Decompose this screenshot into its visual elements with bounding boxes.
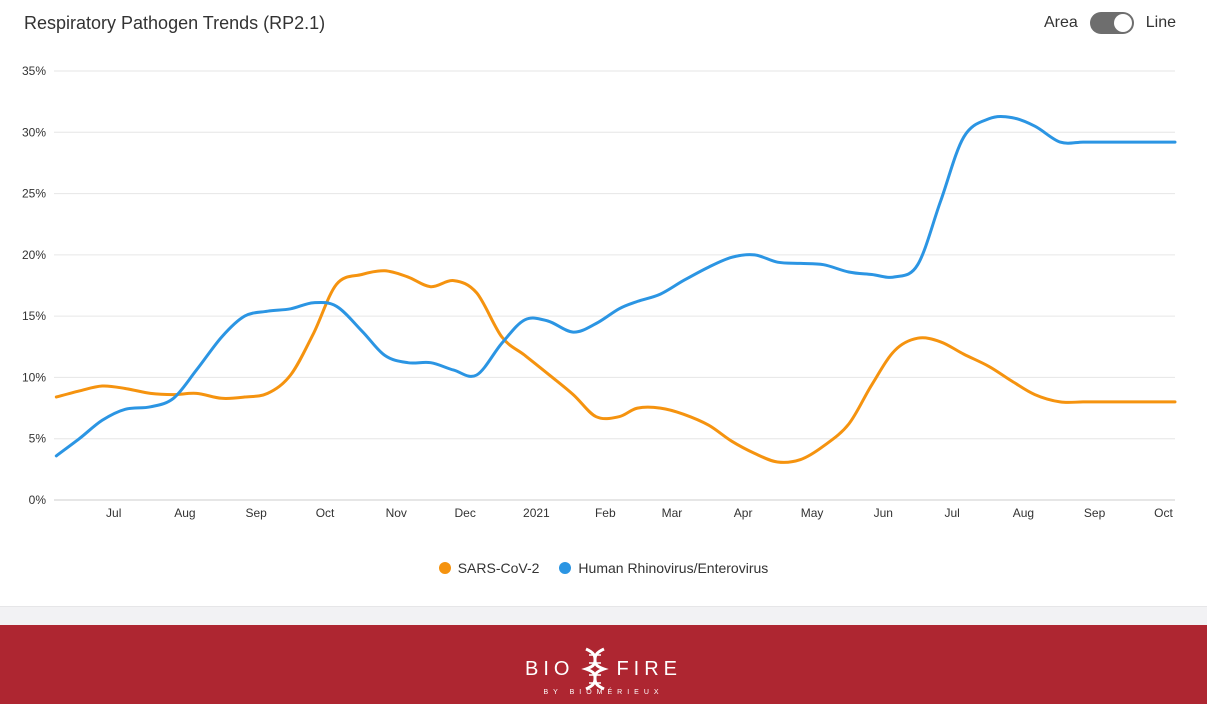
x-tick-label: Sep	[245, 506, 267, 520]
footer: BIO FIRE BY BIOMÉRIEUX	[0, 625, 1207, 704]
page-divider-band	[0, 606, 1207, 626]
x-tick-label: Jun	[874, 506, 893, 520]
logo-subtitle: BY BIOMÉRIEUX	[543, 689, 664, 696]
x-tick-label: Apr	[734, 506, 753, 520]
y-tick-label: 25%	[22, 187, 46, 201]
x-tick-label: Jul	[945, 506, 960, 520]
y-tick-label: 0%	[29, 493, 47, 507]
toggle-line-label[interactable]: Line	[1145, 14, 1176, 31]
x-tick-label: Aug	[174, 506, 195, 520]
x-tick-label: Jul	[106, 506, 121, 520]
x-axis-ticks: Jul Aug Sep Oct Nov Dec 2021 Feb Mar Apr May Jun Jul…	[106, 506, 1173, 520]
chart-card: Respiratory Pathogen Trends (RP2.1) Area…	[0, 12, 1207, 576]
area-line-toggle[interactable]	[1089, 12, 1134, 34]
chart-legend: SARS-CoV-2 Human Rhinovirus/Enterovirus	[0, 560, 1207, 576]
x-tick-label: Dec	[455, 506, 476, 520]
chart-type-toggle-group: Area Line	[1044, 12, 1176, 34]
logo-text-left: BIO	[524, 657, 575, 680]
legend-label-rhinovirus: Human Rhinovirus/Enterovirus	[578, 560, 769, 576]
x-tick-label: Aug	[1013, 506, 1034, 520]
x-tick-label: 2021	[523, 506, 550, 520]
grid-lines	[54, 70, 1175, 501]
y-tick-label: 35%	[22, 64, 46, 78]
y-tick-label: 5%	[29, 432, 47, 446]
toggle-knob[interactable]	[1113, 14, 1132, 32]
x-tick-label: Oct	[316, 506, 335, 520]
legend-item-sars-cov-2[interactable]: SARS-CoV-2	[438, 560, 540, 576]
x-tick-label: Feb	[595, 506, 616, 520]
series-lines	[54, 115, 1177, 464]
dna-helix-icon	[581, 647, 610, 691]
legend-dot-sars-cov-2	[438, 562, 451, 574]
chart-title: Respiratory Pathogen Trends (RP2.1)	[24, 13, 326, 33]
legend-dot-rhinovirus	[559, 562, 572, 574]
series-line-sars-cov-2	[54, 269, 1177, 464]
y-tick-label: 10%	[22, 370, 46, 384]
x-tick-label: Oct	[1154, 506, 1173, 520]
x-tick-label: Nov	[386, 506, 407, 520]
y-axis-ticks: 0% 5% 10% 15% 20% 25% 30% 35%	[22, 64, 46, 507]
toggle-area-label[interactable]: Area	[1043, 14, 1078, 31]
line-chart: 0% 5% 10% 15% 20% 25% 30% 35% Jul Aug Sep Oct Nov De…	[22, 64, 1177, 520]
x-tick-label: Mar	[662, 506, 683, 520]
x-tick-label: May	[801, 506, 824, 520]
biofire-logo[interactable]: BIO FIRE	[0, 647, 1207, 691]
y-tick-label: 30%	[22, 125, 46, 139]
logo-text-right: FIRE	[616, 657, 682, 680]
y-tick-label: 20%	[22, 248, 46, 262]
y-tick-label: 15%	[22, 309, 46, 323]
legend-label-sars-cov-2: SARS-CoV-2	[457, 560, 540, 576]
x-tick-label: Sep	[1084, 506, 1106, 520]
series-line-rhinovirus	[54, 115, 1177, 458]
legend-item-rhinovirus[interactable]: Human Rhinovirus/Enterovirus	[559, 560, 768, 576]
